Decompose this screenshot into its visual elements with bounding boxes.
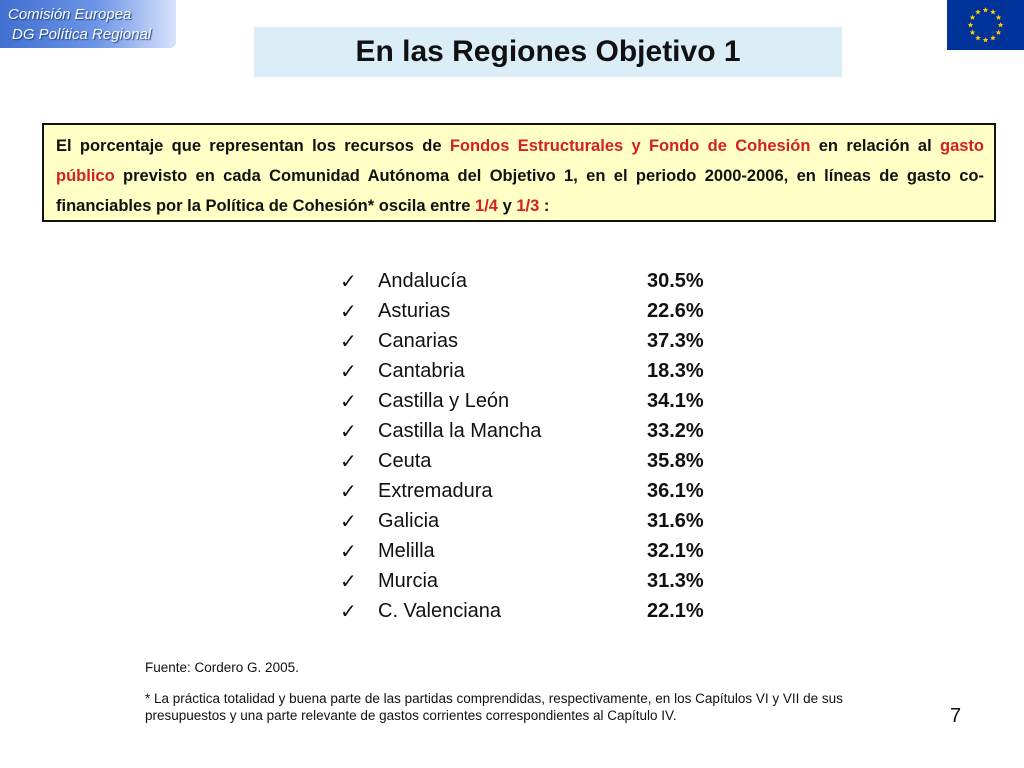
intro-text-3: previsto en cada Comunidad Autónoma del … [56, 167, 984, 215]
region-value: 37.3% [647, 329, 704, 352]
flag-star [975, 34, 981, 41]
list-item: ✓ Galicia 31.6% [340, 506, 704, 536]
list-item: ✓ Castilla y León 34.1% [340, 386, 704, 416]
checkmark-icon: ✓ [340, 480, 357, 503]
page-number: 7 [950, 705, 962, 727]
region-list: ✓ Andalucía 30.5% ✓ Asturias 22.6% ✓ Canarias 37… [340, 266, 704, 626]
flag-star [967, 22, 974, 28]
checkmark-icon: ✓ [340, 600, 357, 623]
flag-star [990, 9, 996, 15]
region-name: Galicia [378, 509, 440, 532]
flag-star [997, 22, 1004, 28]
region-value: 31.6% [647, 509, 704, 532]
checkmark-icon: ✓ [340, 360, 357, 383]
intro-paragraph: El porcentaje que representan los recurs… [56, 131, 984, 221]
flag-star [995, 29, 1002, 35]
list-item: ✓ Melilla 32.1% [340, 536, 704, 566]
list-item: ✓ Asturias 22.6% [340, 296, 704, 326]
region-value: 22.1% [647, 599, 704, 622]
region-name: Murcia [378, 569, 439, 592]
region-name: Cantabria [378, 359, 465, 382]
flag-star [969, 14, 976, 20]
region-name: Melilla [378, 539, 435, 562]
checkmark-icon: ✓ [340, 510, 357, 533]
region-value: 33.2% [647, 419, 704, 442]
region-value: 18.3% [647, 359, 704, 382]
footnote: * La práctica totalidad y buena parte de… [145, 691, 843, 723]
page-title: En las Regiones Objetivo 1 [355, 35, 741, 68]
intro-highlight-public-spending: gasto público [56, 137, 985, 185]
checkmark-icon: ✓ [340, 330, 357, 353]
eu-flag-icon [947, 0, 1024, 50]
region-name: C. Valenciana [378, 599, 502, 622]
intro-box: El porcentaje que representan los recurs… [42, 123, 996, 222]
title-banner: En las Regiones Objetivo 1 [254, 27, 842, 77]
list-item: ✓ Canarias 37.3% [340, 326, 704, 356]
region-name: Castilla la Mancha [378, 419, 542, 442]
intro-text-5: : [539, 197, 550, 215]
checkmark-icon: ✓ [340, 570, 357, 593]
list-item: ✓ Murcia 31.3% [340, 566, 704, 596]
region-value: 31.3% [647, 569, 704, 592]
region-value: 32.1% [647, 539, 704, 562]
region-value: 22.6% [647, 299, 704, 322]
flag-star [995, 14, 1002, 20]
flag-star [982, 37, 989, 43]
checkmark-icon: ✓ [340, 450, 357, 473]
intro-text-2: en relación al [810, 137, 940, 155]
list-item: ✓ Ceuta 35.8% [340, 446, 704, 476]
intro-text-4: y [497, 197, 517, 215]
flag-star [975, 9, 981, 15]
region-name: Asturias [378, 299, 451, 322]
checkmark-icon: ✓ [340, 270, 357, 293]
region-name: Extremadura [378, 479, 493, 502]
region-name: Canarias [378, 329, 459, 352]
source-note: Fuente: Cordero G. 2005. [145, 660, 299, 675]
region-value: 30.5% [647, 269, 704, 292]
intro-highlight-funds: Fondos Estructurales y Fondo de Cohesión [449, 137, 811, 155]
org-name: Comisión Europea [8, 6, 132, 23]
region-name: Ceuta [378, 449, 432, 472]
org-department: DG Política Regional [12, 26, 152, 43]
checkmark-icon: ✓ [340, 540, 357, 563]
region-value: 36.1% [647, 479, 704, 502]
checkmark-icon: ✓ [340, 390, 357, 413]
checkmark-icon: ✓ [340, 420, 357, 443]
region-value: 34.1% [647, 389, 704, 412]
intro-text-1: El porcentaje que representan los recurs… [56, 137, 450, 155]
flag-star [982, 7, 989, 13]
flag-star [969, 29, 976, 35]
org-badge: Comisión Europea DG Política Regional [0, 0, 176, 48]
flag-star [990, 34, 996, 41]
list-item: ✓ Andalucía 30.5% [340, 266, 704, 296]
region-value: 35.8% [647, 449, 704, 472]
list-item: ✓ Extremadura 36.1% [340, 476, 704, 506]
intro-highlight-quarter: 1/4 [475, 197, 498, 215]
list-item: ✓ C. Valenciana 22.1% [340, 596, 704, 626]
region-name: Castilla y León [378, 389, 510, 412]
checkmark-icon: ✓ [340, 300, 357, 323]
list-item: ✓ Cantabria 18.3% [340, 356, 704, 386]
list-item: ✓ Castilla la Mancha 33.2% [340, 416, 704, 446]
intro-highlight-third: 1/3 [516, 197, 540, 215]
region-name: Andalucía [378, 269, 467, 292]
